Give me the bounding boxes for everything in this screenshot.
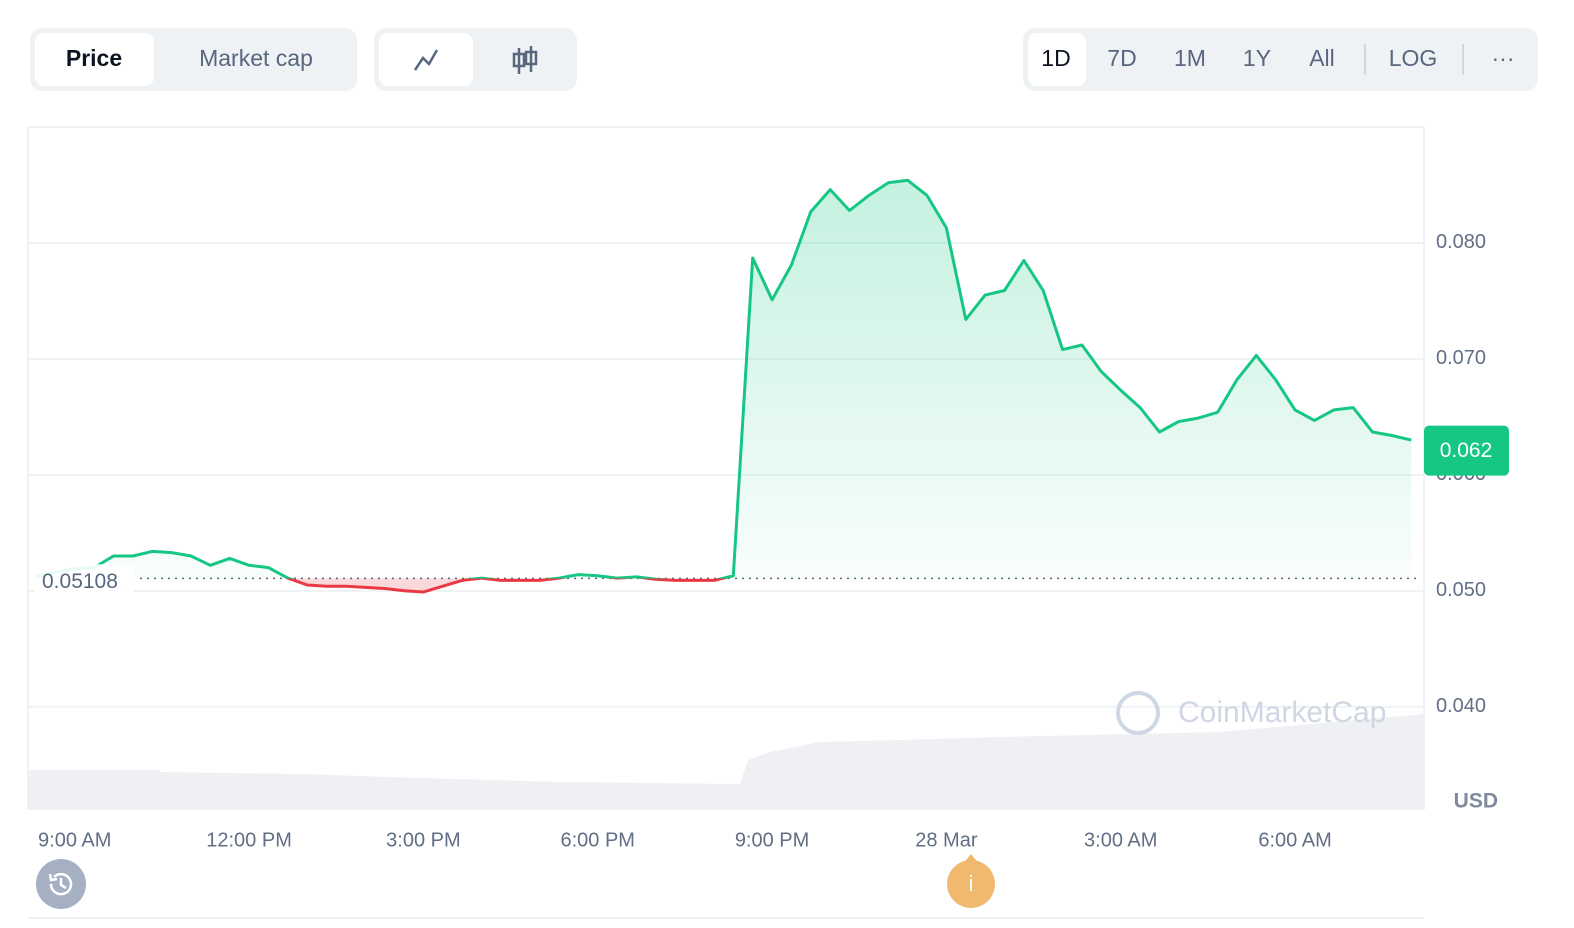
volume-background: [28, 714, 1424, 810]
last-price-tag: [1424, 425, 1509, 476]
history-icon: [48, 872, 73, 896]
reference-label-bg: [34, 564, 134, 593]
x-tick-label: 3:00 PM: [386, 829, 460, 851]
range-1d[interactable]: 1D: [1041, 45, 1070, 71]
area-fill: [36, 180, 1412, 593]
candle-icon[interactable]: [512, 46, 538, 74]
range-7d[interactable]: 7D: [1107, 45, 1136, 71]
tab-price[interactable]: Price: [66, 45, 122, 71]
currency-label: USD: [1454, 790, 1498, 813]
tab-selected-bg: [35, 33, 154, 86]
range-selected-bg: [1028, 33, 1086, 86]
y-tick-label: 0.070: [1436, 347, 1486, 369]
event-marker[interactable]: [947, 860, 995, 908]
range-1m[interactable]: 1M: [1174, 45, 1206, 71]
x-tick-label: 9:00 AM: [38, 829, 111, 851]
y-tick-label: 0.050: [1436, 579, 1486, 601]
range-all[interactable]: All: [1309, 45, 1335, 71]
range-1y[interactable]: 1Y: [1243, 45, 1271, 71]
y-tick-label: 0.040: [1436, 695, 1486, 717]
more-button[interactable]: ···: [1492, 45, 1515, 71]
x-tick-label: 9:00 PM: [735, 829, 809, 851]
reference-label: 0.05108: [42, 570, 118, 593]
x-tick-label: 28 Mar: [915, 829, 978, 851]
price-line: [35, 178, 1412, 594]
log-button[interactable]: LOG: [1389, 45, 1438, 71]
x-tick-label: 12:00 PM: [206, 829, 292, 851]
event-icon: i: [969, 871, 974, 896]
y-tick-label: 0.080: [1436, 231, 1486, 253]
x-tick-label: 6:00 AM: [1258, 829, 1331, 851]
x-tick-label: 3:00 AM: [1084, 829, 1157, 851]
tab-market-cap[interactable]: Market cap: [199, 45, 313, 71]
range-toggle: [1023, 28, 1538, 91]
last-price-label: 0.062: [1440, 439, 1493, 462]
x-tick-label: 6:00 PM: [560, 829, 634, 851]
watermark-logo: [1116, 691, 1160, 735]
watermark: CoinMarketCap: [1178, 696, 1386, 729]
line-icon: [413, 49, 439, 71]
plot: [35, 178, 1420, 594]
